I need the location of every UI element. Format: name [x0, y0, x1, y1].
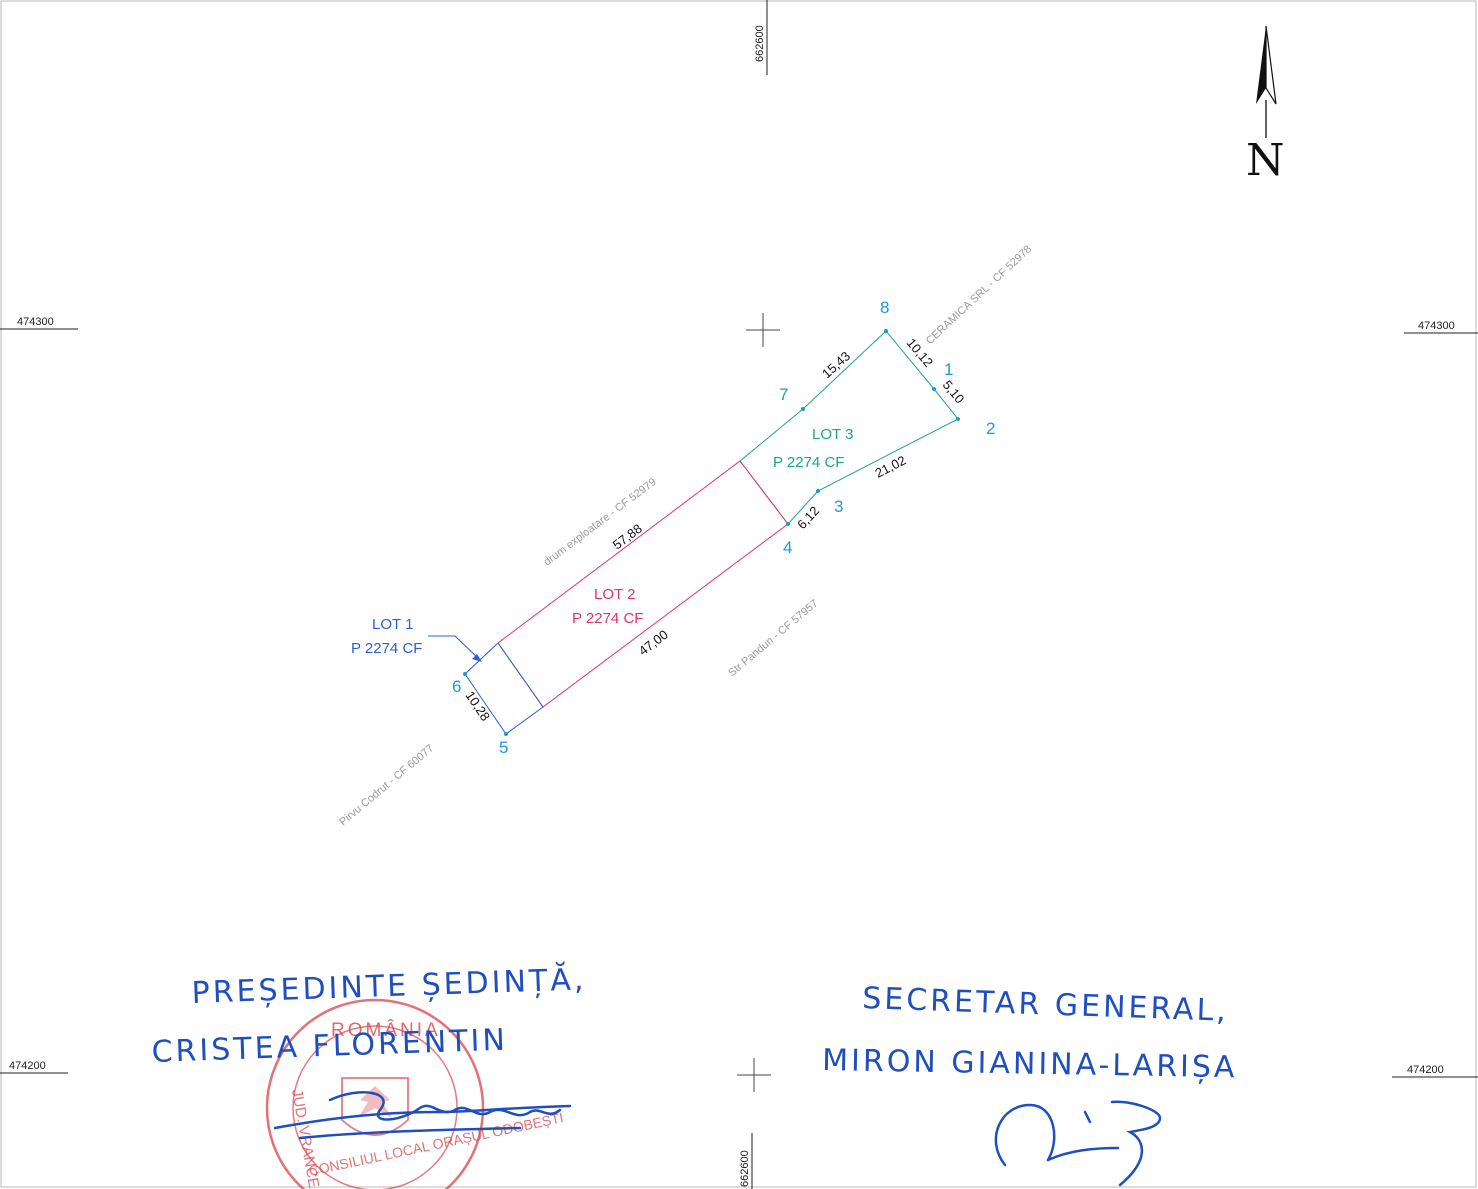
- north-arrow-label: N: [1246, 135, 1285, 186]
- northing-label-lower-left: 474200: [9, 1060, 46, 1072]
- easting-label-top: 662600: [754, 25, 766, 62]
- vertex-markers: [463, 329, 960, 736]
- right-signature: [994, 1100, 1162, 1187]
- stamp-bottom-text: CONSILIUL LOCAL ORAȘUL ODOBEȘTI: [307, 1109, 565, 1179]
- neighbour-south-east: Str Pandun - CF 57957: [726, 597, 820, 679]
- point-label-5: 5: [499, 738, 508, 757]
- lot2-parcel: P 2274 CF: [572, 610, 643, 627]
- lot1-name: LOT 1: [372, 616, 413, 633]
- grid-cross-lower: [737, 1058, 771, 1092]
- grid-cross-upper: [746, 313, 780, 347]
- dimension-5-6: 10,28: [463, 688, 494, 723]
- neighbour-south-west: Pirvu Codrut - CF 60077: [337, 742, 436, 828]
- right-signatory-title: SECRETAR GENERAL,: [862, 981, 1230, 1029]
- point-label-4: 4: [783, 538, 792, 557]
- dimension-7-8: 15,43: [819, 348, 853, 381]
- point-label-1: 1: [944, 360, 953, 379]
- dimension-2-3: 21,02: [873, 453, 909, 481]
- right-signatory-name: MIRON GIANINA-LARIȘA: [822, 1043, 1238, 1085]
- northing-label-lower-right: 474200: [1407, 1064, 1444, 1076]
- lot3-parcel: P 2274 CF: [773, 454, 844, 471]
- northing-label-upper-right: 474300: [1418, 320, 1455, 332]
- lot2-name: LOT 2: [594, 586, 635, 603]
- point-label-8: 8: [880, 298, 889, 317]
- coat-of-arms-icon: [341, 1077, 409, 1136]
- northing-label-upper-left: 474300: [17, 316, 54, 328]
- left-signature: [273, 1091, 572, 1140]
- north-arrow-icon: [1256, 25, 1277, 138]
- lot3-name: LOT 3: [812, 426, 853, 443]
- neighbour-north-east: CERAMICA SRL - CF 52978: [924, 243, 1034, 347]
- lot1-leader: [428, 635, 481, 661]
- left-signatory-name: CRISTEA FLORENTIN: [151, 1023, 508, 1070]
- dimension-3-4: 6,12: [794, 503, 822, 532]
- left-signatory-title: PREȘEDINTE ȘEDINȚĂ,: [191, 960, 587, 1011]
- lot1-leader-arrowhead-icon: [472, 654, 482, 662]
- easting-label-bottom: 662600: [739, 1150, 751, 1187]
- dimension-4-5: 47,00: [636, 627, 671, 659]
- point-label-6: 6: [452, 677, 461, 696]
- stamp-top-text: ROMÂNIA: [331, 1019, 441, 1041]
- point-label-3: 3: [834, 497, 843, 516]
- dimension-6-7: 57,88: [610, 521, 645, 553]
- point-label-7: 7: [779, 385, 788, 404]
- lot1-parcel: P 2274 CF: [351, 640, 422, 657]
- point-label-2: 2: [986, 419, 995, 438]
- neighbour-north-west: drum exploatare - CF 52979: [542, 476, 659, 568]
